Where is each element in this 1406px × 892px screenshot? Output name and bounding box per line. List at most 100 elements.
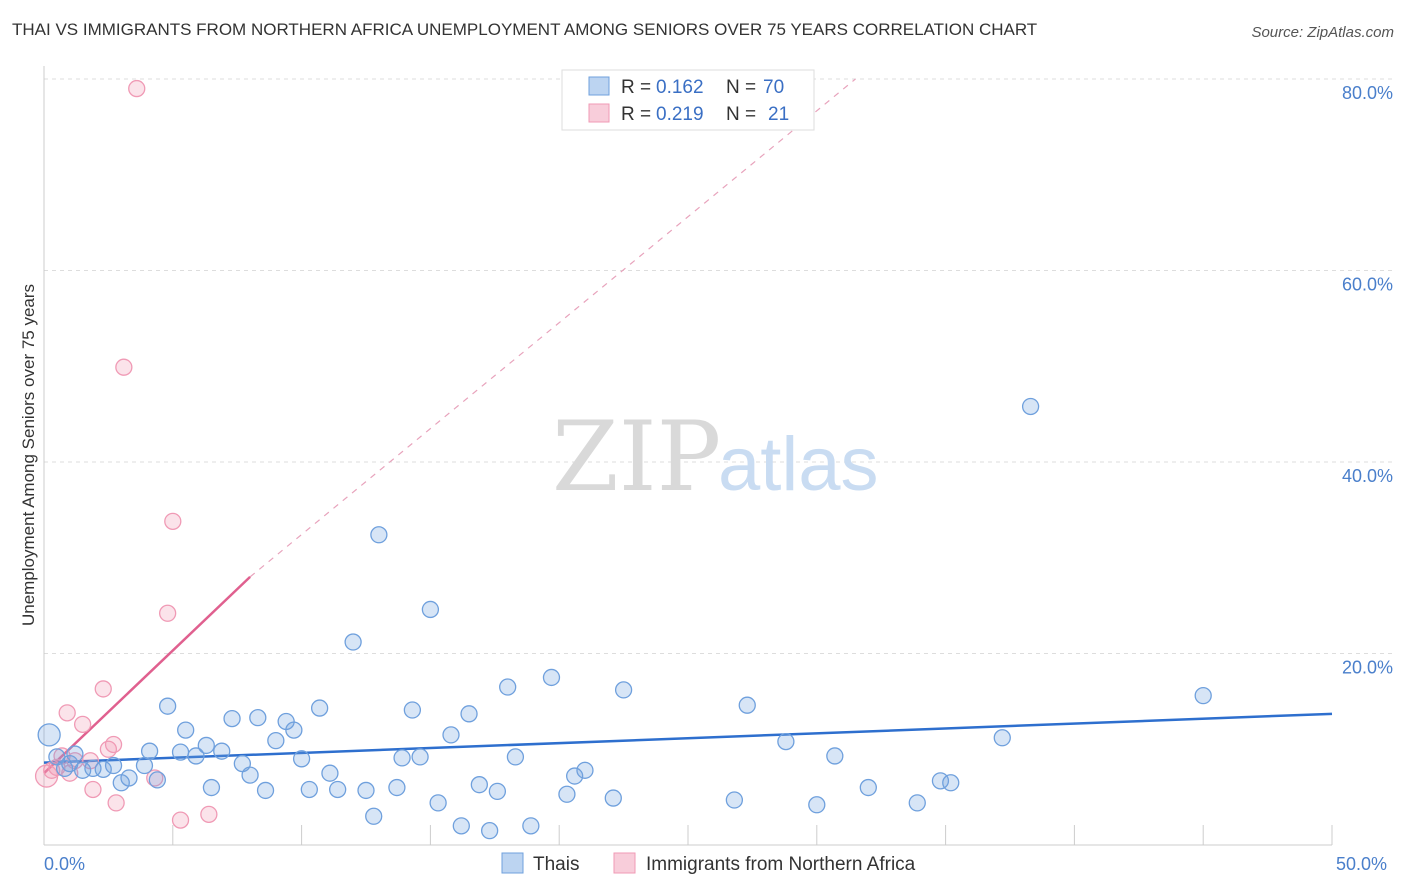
immigrants-point xyxy=(94,680,112,698)
thais-point xyxy=(576,761,594,779)
thais-point xyxy=(292,750,311,768)
thais-point xyxy=(566,767,584,785)
thais-point xyxy=(300,780,318,799)
source-label: Source: ZipAtlas.com xyxy=(1251,24,1394,41)
thais-point xyxy=(310,699,329,717)
x-tick-label-max: 50.0% xyxy=(1336,854,1387,874)
thais-point xyxy=(171,743,190,761)
thais-point xyxy=(826,747,844,765)
thais-point xyxy=(249,709,267,727)
thais-point xyxy=(403,701,422,719)
thais-point xyxy=(202,778,221,797)
legend-r-value-immigrants: 0.219 xyxy=(656,104,704,125)
bottom-legend-label-immigrants: Immigrants from Northern Africa xyxy=(646,854,916,875)
thais-point xyxy=(223,709,241,728)
thais-point xyxy=(499,678,517,696)
thais-point xyxy=(321,764,339,782)
thais-point xyxy=(470,776,488,794)
y-axis-title: Unemployment Among Seniors over 75 years xyxy=(19,284,38,626)
legend-n-value-thais: 70 xyxy=(763,77,784,98)
immigrants-point xyxy=(99,740,118,758)
thais-point xyxy=(388,778,406,797)
thais-point xyxy=(158,697,177,715)
watermark-zip: ZIP xyxy=(552,401,721,513)
immigrants-points xyxy=(34,79,218,829)
thais-trend-line xyxy=(43,712,1333,764)
thais-point xyxy=(213,742,231,760)
immigrants-point xyxy=(104,735,123,754)
thais-point xyxy=(1021,397,1040,416)
legend: R = 0.162 N = 70 R = 0.219 N = 21 xyxy=(561,69,815,131)
thais-point xyxy=(421,600,440,619)
thais-point xyxy=(725,791,744,809)
bottom-legend-swatch-immigrants xyxy=(613,852,636,874)
thais-point xyxy=(480,821,499,840)
thais-point xyxy=(365,807,383,825)
x-tick-label-min: 0.0% xyxy=(44,854,85,874)
legend-n-label-immigrants: N = xyxy=(726,104,756,125)
thais-point xyxy=(329,780,347,799)
immigrants-point xyxy=(128,79,146,98)
x-axis-ticks xyxy=(43,825,1333,845)
y-tick-label: 20.0% xyxy=(1342,658,1393,678)
legend-r-value-thais: 0.162 xyxy=(656,77,704,98)
thais-point xyxy=(1194,686,1212,705)
thais-point xyxy=(522,817,540,835)
thais-point xyxy=(344,633,362,651)
thais-points xyxy=(37,397,1212,840)
thais-point xyxy=(777,732,795,751)
bottom-legend: Thais Immigrants from Northern Africa xyxy=(501,852,916,875)
thais-point xyxy=(177,721,195,739)
thais-point xyxy=(94,760,112,779)
y-axis-labels: 20.0% 40.0% 60.0% 80.0% xyxy=(1342,83,1393,678)
thais-point xyxy=(187,747,205,765)
legend-n-label-thais: N = xyxy=(726,77,756,98)
thais-point xyxy=(488,782,507,801)
y-tick-label: 40.0% xyxy=(1342,466,1393,486)
watermark-atlas: atlas xyxy=(718,422,879,507)
legend-r-label-thais: R = xyxy=(621,77,651,98)
immigrants-point xyxy=(73,715,92,734)
immigrants-point xyxy=(164,512,182,531)
immigrants-point xyxy=(146,769,164,787)
thais-point xyxy=(506,748,525,766)
immigrants-point xyxy=(107,794,125,812)
thais-point xyxy=(393,749,411,767)
thais-point xyxy=(604,789,622,807)
immigrants-point xyxy=(171,811,190,829)
thais-point xyxy=(120,769,138,787)
thais-point xyxy=(908,794,926,812)
thais-point xyxy=(808,796,826,814)
thais-point xyxy=(140,742,159,760)
thais-point xyxy=(197,736,215,755)
bottom-legend-label-thais: Thais xyxy=(533,854,579,875)
gridlines xyxy=(44,78,1393,654)
immigrants-point xyxy=(61,764,79,782)
thais-point xyxy=(738,696,756,714)
thais-point xyxy=(452,817,470,835)
thais-point xyxy=(942,774,960,792)
legend-swatch-thais xyxy=(588,76,610,96)
thais-point xyxy=(614,681,633,699)
trend-lines xyxy=(43,78,1333,775)
immigrants-point xyxy=(158,604,177,622)
legend-r-label-immigrants: R = xyxy=(621,104,651,125)
thais-point xyxy=(37,723,61,747)
thais-point xyxy=(460,705,478,723)
thais-point xyxy=(267,731,285,750)
thais-point xyxy=(993,729,1011,747)
immigrants-trend-line xyxy=(43,575,251,775)
bottom-legend-swatch-thais xyxy=(501,852,524,874)
thais-point xyxy=(542,668,561,687)
thais-point xyxy=(370,526,388,544)
thais-point xyxy=(135,756,154,775)
thais-point xyxy=(859,778,877,797)
y-tick-label: 60.0% xyxy=(1342,275,1393,295)
thais-point xyxy=(429,794,447,812)
immigrants-point xyxy=(115,358,133,376)
thais-point xyxy=(558,785,576,803)
thais-point xyxy=(285,721,303,739)
thais-point xyxy=(66,745,84,763)
thais-point xyxy=(256,781,275,800)
